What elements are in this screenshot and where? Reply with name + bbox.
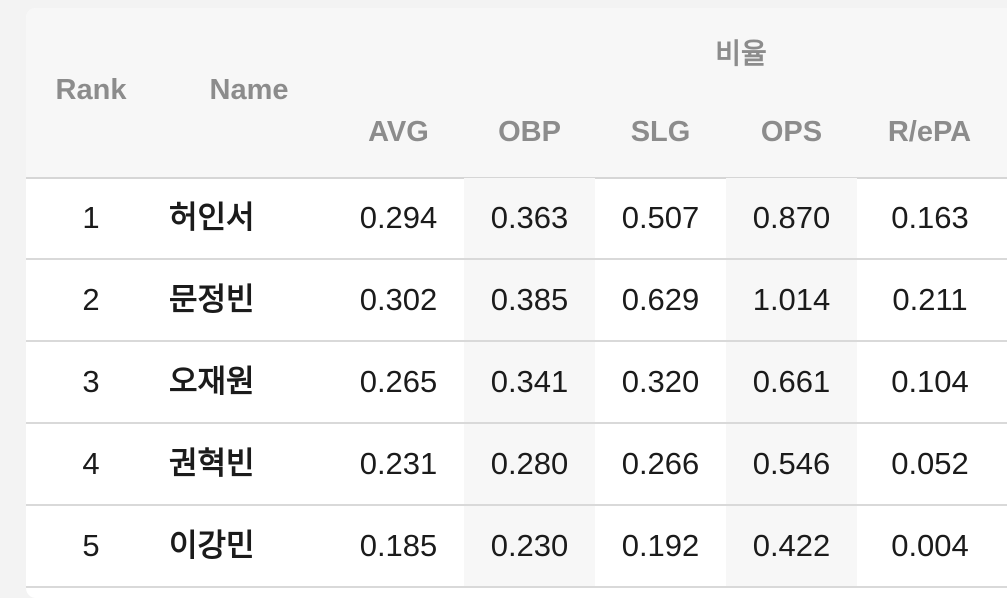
rank-cell: 2 [82, 282, 100, 317]
player-name: 오재원 [169, 364, 255, 399]
repa-cell: 0.211 [892, 282, 968, 317]
ops-cell: 0.422 [726, 506, 857, 586]
repa-cell: 0.163 [891, 200, 969, 235]
rank-cell: 4 [82, 446, 100, 481]
repa-cell: 0.104 [891, 364, 969, 399]
header-name[interactable]: Name [209, 74, 289, 106]
avg-cell: 0.231 [359, 446, 438, 481]
avg-cell: 0.302 [359, 282, 438, 317]
repa-cell: 0.004 [891, 528, 969, 563]
header-ops[interactable]: OPS [760, 116, 823, 148]
table-row: 5 이강민 0.185 0.230 0.192 0.422 0.004 [26, 506, 1007, 588]
player-name: 권혁빈 [169, 446, 255, 481]
avg-cell: 0.185 [359, 528, 438, 563]
obp-cell: 0.280 [464, 424, 595, 504]
rank-cell: 5 [82, 528, 100, 563]
repa-cell: 0.052 [891, 446, 969, 481]
header-group-ratio: 비율 [715, 38, 767, 69]
table-header: Rank Name 비율 AVG OBP SLG OPS R/ePA [26, 8, 1007, 179]
header-rank[interactable]: Rank [55, 74, 127, 106]
header-slg[interactable]: SLG [630, 116, 691, 148]
obp-cell: 0.385 [464, 260, 595, 340]
slg-cell: 0.192 [621, 528, 700, 563]
header-repa[interactable]: R/ePA [887, 116, 972, 148]
slg-cell: 0.266 [621, 446, 700, 481]
ops-cell: 0.870 [726, 178, 857, 258]
table-row: 4 권혁빈 0.231 0.280 0.266 0.546 0.052 [26, 424, 1007, 506]
player-name: 문정빈 [169, 282, 255, 317]
rank-cell: 3 [82, 364, 100, 399]
header-avg[interactable]: AVG [368, 116, 429, 148]
header-obp[interactable]: OBP [498, 116, 561, 148]
player-name: 허인서 [169, 200, 255, 235]
slg-cell: 0.320 [621, 364, 700, 399]
avg-cell: 0.294 [359, 200, 438, 235]
rank-cell: 1 [82, 200, 100, 235]
obp-cell: 0.230 [464, 506, 595, 586]
stats-table: Rank Name 비율 AVG OBP SLG OPS R/ePA 1 허인서… [26, 8, 1007, 598]
slg-cell: 0.507 [621, 200, 700, 235]
table-body: 1 허인서 0.294 0.363 0.507 0.870 0.163 2 문정… [26, 178, 1007, 588]
avg-cell: 0.265 [359, 364, 438, 399]
ops-cell: 0.546 [726, 424, 857, 504]
slg-cell: 0.629 [621, 282, 700, 317]
obp-cell: 0.341 [464, 342, 595, 422]
table-row: 3 오재원 0.265 0.341 0.320 0.661 0.104 [26, 342, 1007, 424]
ops-cell: 0.661 [726, 342, 857, 422]
table-row: 2 문정빈 0.302 0.385 0.629 1.014 0.211 [26, 260, 1007, 342]
obp-cell: 0.363 [464, 178, 595, 258]
ops-cell: 1.014 [726, 260, 857, 340]
table-row: 1 허인서 0.294 0.363 0.507 0.870 0.163 [26, 178, 1007, 260]
player-name: 이강민 [169, 528, 255, 563]
